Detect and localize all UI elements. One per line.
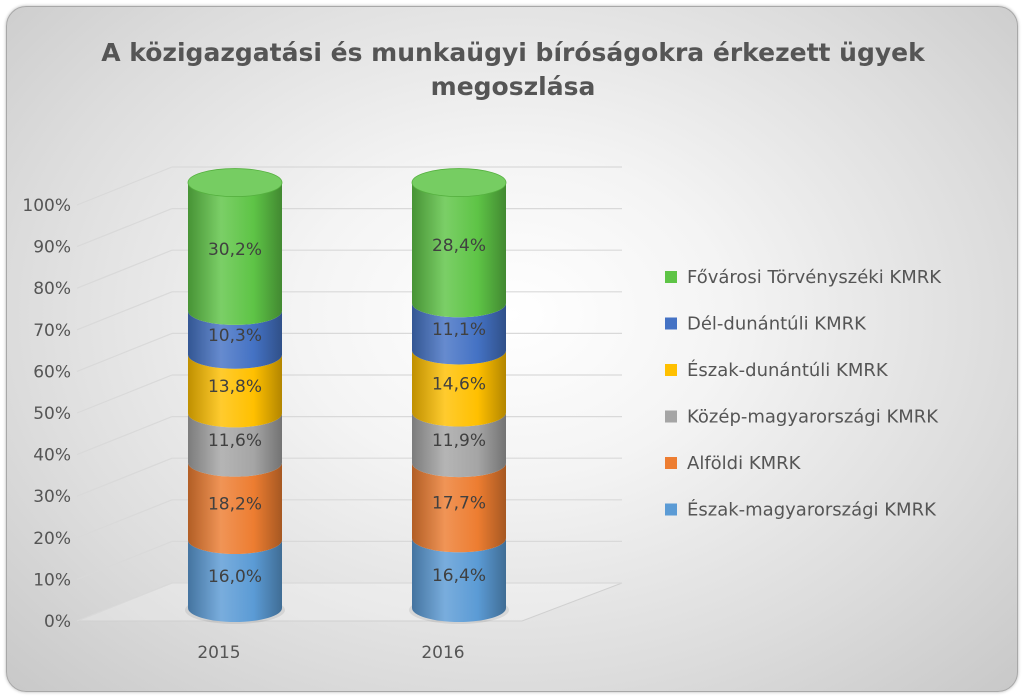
data-label: 11,9%	[432, 431, 486, 451]
gridline-diagonal	[76, 249, 173, 289]
data-label: 16,4%	[432, 566, 486, 586]
y-tick-label: 70%	[33, 321, 71, 341]
chart-title-line-1: A közigazgatási és munkaügyi bíróságokra…	[101, 38, 926, 67]
bar-segment	[412, 412, 506, 478]
gridline-diagonal	[76, 166, 173, 206]
bar-segment	[188, 540, 282, 622]
bar-segment	[412, 350, 506, 427]
legend-item: Fővárosi Törvényszéki KMRK	[665, 267, 942, 288]
chart-title: A közigazgatási és munkaügyi bíróságokra…	[101, 38, 926, 101]
legend-swatch	[665, 410, 677, 423]
gridline-diagonal	[76, 457, 173, 497]
gridline-diagonal	[76, 499, 173, 539]
legend-item: Közép-magyarországi KMRK	[665, 407, 939, 428]
bar-segment	[188, 354, 282, 428]
bar-segment	[188, 462, 282, 554]
y-tick-label: 40%	[33, 446, 71, 466]
legend-label: Dél-dunántúli KMRK	[687, 314, 867, 335]
y-tick-label: 80%	[33, 279, 71, 299]
x-category-label: 2015	[197, 643, 240, 663]
legend-item: Alföldi KMRK	[665, 453, 802, 474]
y-tick-label: 50%	[33, 404, 71, 424]
cylinder-top-cap	[411, 168, 507, 197]
gridlines	[76, 166, 622, 622]
bar-segment	[412, 303, 506, 365]
bar-segment	[188, 413, 282, 477]
bar-segment	[188, 310, 282, 369]
bar-segment	[412, 538, 506, 622]
data-label: 16,0%	[208, 567, 262, 587]
bar-segment	[188, 182, 282, 325]
y-tick-label: 0%	[44, 612, 71, 632]
gridline-diagonal	[76, 540, 173, 580]
y-axis-ticks: 0% 10% 20% 30% 40% 50% 60% 70% 80% 90% 100%	[22, 196, 71, 632]
chart-svg: A közigazgatási és munkaügyi bíróságokra…	[22, 38, 942, 663]
legend-item: Dél-dunántúli KMRK	[665, 314, 867, 335]
data-label: 13,8%	[208, 377, 262, 397]
data-label: 10,3%	[208, 326, 262, 346]
gridline-diagonal	[76, 291, 173, 331]
gridline-diagonal	[76, 208, 173, 248]
legend-label: Közép-magyarországi KMRK	[687, 407, 939, 428]
legend-item: Észak-dunántúli KMRK	[665, 359, 889, 381]
y-tick-label: 100%	[22, 196, 71, 216]
legend-label: Fővárosi Törvényszéki KMRK	[687, 267, 942, 288]
data-label: 14,6%	[432, 374, 486, 394]
data-label: 11,1%	[432, 320, 486, 340]
data-labels: 16,0% 18,2% 11,6% 13,8% 10,3% 30,2% 16,4% 17,7%…	[208, 236, 486, 587]
data-label: 28,4%	[432, 236, 486, 256]
legend-swatch	[665, 503, 677, 516]
gridline-diagonal	[76, 582, 173, 622]
x-category-label: 2016	[421, 643, 464, 663]
bar-segment	[412, 182, 506, 318]
chart-frame: A közigazgatási és munkaügyi bíróságokra…	[6, 6, 1018, 692]
y-tick-label: 30%	[33, 487, 71, 507]
legend-label: Észak-dunántúli KMRK	[687, 359, 889, 381]
data-label: 11,6%	[208, 431, 262, 451]
y-tick-label: 90%	[33, 238, 71, 258]
y-tick-label: 10%	[33, 570, 71, 590]
chart-title-line-2: megoszlása	[431, 72, 596, 101]
legend-swatch	[665, 457, 677, 469]
legend-label: Alföldi KMRK	[687, 453, 802, 474]
data-label: 18,2%	[208, 494, 262, 514]
y-tick-label: 20%	[33, 529, 71, 549]
y-tick-label: 60%	[33, 362, 71, 382]
data-label: 17,7%	[432, 494, 486, 514]
bar-segment	[412, 463, 506, 553]
bars	[185, 168, 509, 624]
legend-label: Észak-magyarországi KMRK	[687, 499, 937, 521]
x-axis-categories: 2015 2016	[197, 643, 464, 663]
legend-swatch	[665, 364, 677, 376]
cylinder-top-cap	[187, 168, 283, 197]
data-label: 30,2%	[208, 240, 262, 260]
gridline-diagonal	[76, 374, 173, 414]
legend-item: Észak-magyarországi KMRK	[665, 499, 937, 521]
gridline-diagonal	[76, 332, 173, 372]
legend-swatch	[665, 317, 677, 330]
gridline-diagonal	[76, 416, 173, 456]
legend-swatch	[665, 271, 677, 283]
legend: Fővárosi Törvényszéki KMRK Dél-dunántúli …	[665, 267, 942, 521]
